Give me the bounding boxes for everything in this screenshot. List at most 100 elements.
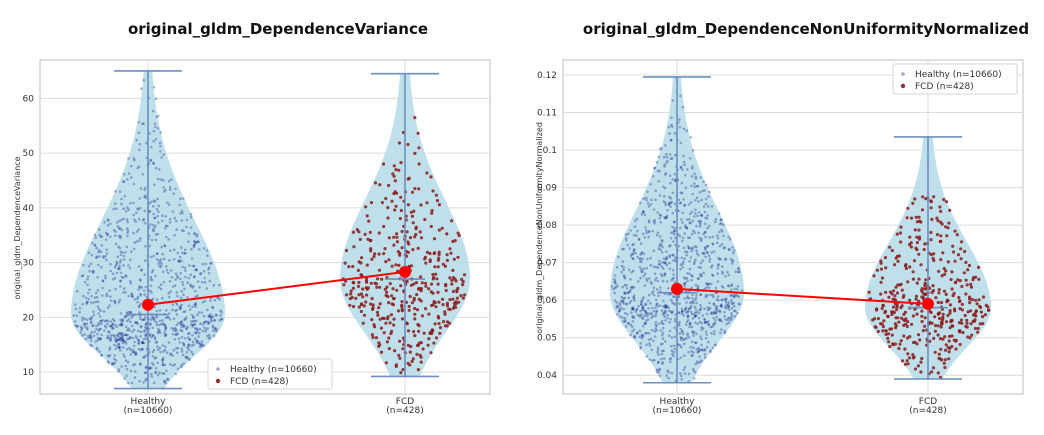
- healthy-point: [137, 347, 141, 351]
- healthy-point: [630, 325, 634, 329]
- fcd-point: [388, 282, 392, 286]
- healthy-point: [163, 348, 167, 352]
- fcd-point: [384, 260, 388, 264]
- fcd-point: [397, 263, 401, 267]
- healthy-point: [109, 299, 113, 302]
- fcd-point: [399, 371, 403, 375]
- healthy-point: [723, 246, 726, 249]
- fcd-point: [939, 347, 943, 351]
- fcd-point: [891, 305, 896, 309]
- fcd-point: [977, 277, 981, 281]
- healthy-point: [700, 359, 703, 362]
- healthy-point: [106, 354, 110, 357]
- healthy-point: [91, 241, 94, 245]
- healthy-point: [653, 278, 657, 282]
- fcd-point: [377, 306, 381, 310]
- healthy-point: [654, 321, 658, 324]
- healthy-point: [203, 280, 207, 284]
- healthy-point: [668, 321, 671, 324]
- healthy-point: [696, 284, 700, 288]
- healthy-point: [140, 286, 144, 289]
- healthy-point: [620, 270, 623, 274]
- fcd-point: [929, 230, 933, 235]
- healthy-point: [700, 348, 704, 351]
- fcd-point: [429, 224, 433, 229]
- healthy-point: [156, 127, 160, 130]
- fcd-point: [373, 281, 377, 285]
- healthy-point: [700, 328, 703, 332]
- fcd-point: [886, 336, 890, 340]
- fcd-point: [948, 309, 952, 313]
- healthy-point: [659, 221, 662, 224]
- fcd-point: [456, 231, 460, 235]
- fcd-point: [923, 284, 927, 288]
- fcd-point: [369, 201, 374, 205]
- healthy-point: [175, 329, 178, 333]
- healthy-point: [120, 336, 123, 340]
- fcd-point: [392, 296, 396, 301]
- healthy-point: [128, 310, 131, 314]
- fcd-point: [378, 285, 382, 289]
- healthy-point: [184, 318, 187, 321]
- fcd-point: [909, 241, 913, 245]
- healthy-point: [83, 280, 87, 284]
- fcd-point: [361, 287, 365, 291]
- healthy-point: [161, 214, 164, 217]
- healthy-point: [140, 87, 143, 90]
- fcd-point: [378, 302, 382, 306]
- healthy-point: [639, 315, 642, 318]
- healthy-point: [137, 120, 141, 124]
- healthy-point: [116, 225, 120, 228]
- fcd-point: [436, 314, 440, 318]
- healthy-point: [114, 359, 118, 362]
- x-tick-label: FCD: [919, 397, 937, 407]
- healthy-point: [125, 275, 128, 278]
- healthy-point: [680, 329, 684, 333]
- healthy-point: [724, 257, 728, 261]
- healthy-point: [157, 330, 160, 333]
- healthy-point: [661, 333, 664, 337]
- healthy-point: [615, 306, 618, 309]
- fcd-point: [387, 183, 391, 188]
- healthy-point: [101, 294, 104, 297]
- healthy-point: [683, 203, 687, 207]
- healthy-point: [629, 254, 633, 257]
- healthy-point: [690, 246, 694, 250]
- y-tick-label: 0.1: [543, 146, 557, 156]
- fcd-point: [917, 299, 921, 303]
- fcd-point: [939, 325, 943, 329]
- healthy-point: [95, 256, 98, 260]
- healthy-point: [706, 214, 709, 217]
- healthy-point: [220, 318, 224, 321]
- healthy-point: [738, 303, 742, 306]
- healthy-point: [212, 284, 216, 287]
- healthy-point: [175, 308, 179, 312]
- fcd-point: [395, 232, 399, 236]
- healthy-point: [138, 148, 141, 152]
- healthy-point: [636, 255, 639, 259]
- healthy-point: [214, 330, 218, 333]
- fcd-point: [981, 322, 985, 326]
- healthy-point: [185, 351, 189, 354]
- fcd-point: [434, 272, 438, 276]
- healthy-point: [154, 238, 158, 242]
- healthy-point: [622, 297, 625, 300]
- healthy-point: [120, 332, 124, 336]
- healthy-point: [651, 174, 655, 178]
- fcd-point: [406, 329, 411, 333]
- fcd-point: [386, 206, 390, 210]
- healthy-point: [180, 336, 184, 339]
- fcd-point: [413, 334, 417, 338]
- fcd-point: [459, 294, 463, 298]
- healthy-point: [76, 325, 79, 328]
- healthy-point: [103, 320, 107, 323]
- fcd-point: [362, 304, 366, 308]
- healthy-point: [97, 329, 101, 332]
- healthy-point: [119, 271, 123, 275]
- healthy-point: [143, 329, 147, 333]
- healthy-point: [180, 350, 184, 353]
- healthy-point: [161, 319, 164, 322]
- fcd-point: [345, 293, 349, 297]
- healthy-point: [672, 253, 675, 257]
- healthy-point: [640, 213, 644, 216]
